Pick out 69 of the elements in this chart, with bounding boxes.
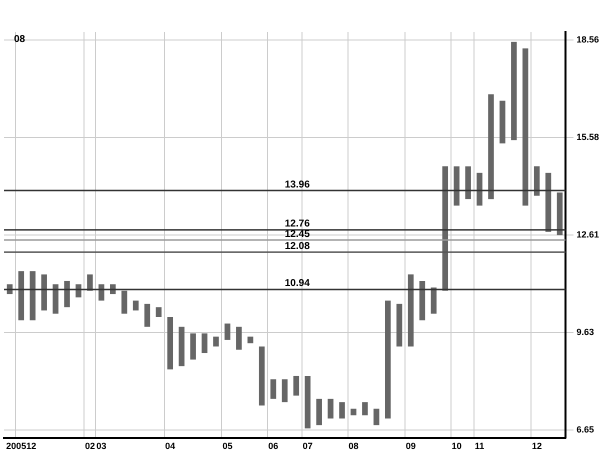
bar — [476, 172, 482, 206]
bar — [304, 376, 311, 428]
bar — [30, 271, 36, 320]
bar — [202, 333, 208, 354]
bar — [374, 408, 380, 426]
bar — [224, 324, 230, 340]
bar — [316, 398, 322, 426]
bar — [545, 172, 552, 232]
bar — [454, 166, 460, 206]
ref-line-label: 13.96 — [284, 179, 310, 190]
bar — [190, 333, 196, 360]
bar — [511, 42, 517, 140]
bar — [396, 304, 402, 346]
bar — [534, 166, 540, 196]
bar — [362, 402, 368, 416]
ref-line-label: 12.45 — [284, 228, 310, 240]
bar — [52, 284, 58, 314]
x-tick-label: 08 — [348, 441, 358, 452]
ref-line-label: 12.08 — [284, 240, 310, 252]
bar — [328, 398, 334, 419]
bar — [144, 304, 150, 327]
bar — [87, 274, 93, 291]
bar — [442, 166, 448, 291]
x-tick-label: 04 — [165, 441, 176, 452]
bar — [248, 336, 254, 344]
ref-line-label: 10.94 — [284, 278, 310, 290]
bar — [236, 326, 242, 350]
bar — [18, 271, 24, 320]
bar — [41, 274, 47, 310]
y-tick-label: 18.56 — [576, 34, 600, 44]
bar — [98, 284, 104, 301]
annotation: 08 — [14, 34, 26, 45]
x-tick-label: 200512 — [6, 441, 36, 452]
bar — [121, 290, 128, 314]
bar — [408, 274, 414, 346]
x-tick-label: 05 — [222, 441, 232, 452]
y-tick-label: 12.61 — [576, 229, 600, 240]
y-tick-label: 9.63 — [576, 326, 594, 337]
bar — [385, 300, 391, 419]
bar — [64, 280, 70, 308]
bar — [258, 346, 265, 406]
bar — [293, 376, 300, 396]
bar — [178, 326, 184, 366]
bar — [270, 379, 276, 399]
bar — [465, 166, 471, 200]
x-tick-label: 09 — [406, 441, 416, 452]
bar — [350, 408, 356, 416]
bar — [156, 307, 162, 317]
bar — [488, 94, 494, 200]
bar — [522, 48, 528, 206]
x-tick-label: 02 — [84, 441, 95, 452]
bar — [132, 300, 139, 310]
x-tick-label: 10 — [452, 441, 462, 452]
bar — [167, 316, 174, 370]
bar — [339, 402, 345, 419]
bar — [213, 336, 219, 346]
ref-line-label: 12.76 — [284, 218, 310, 230]
bar — [500, 100, 506, 144]
bar — [430, 288, 437, 314]
x-tick-label: 11 — [474, 441, 484, 452]
x-tick-label: 12 — [532, 441, 542, 452]
y-tick-label: 6.65 — [576, 424, 594, 434]
bar — [419, 280, 426, 320]
x-tick-label: 03 — [96, 441, 106, 452]
x-tick-label: 07 — [302, 441, 313, 452]
bar — [556, 192, 563, 236]
y-tick-label: 15.58 — [576, 132, 600, 142]
x-tick-label: 06 — [268, 441, 278, 452]
bar — [282, 379, 288, 402]
